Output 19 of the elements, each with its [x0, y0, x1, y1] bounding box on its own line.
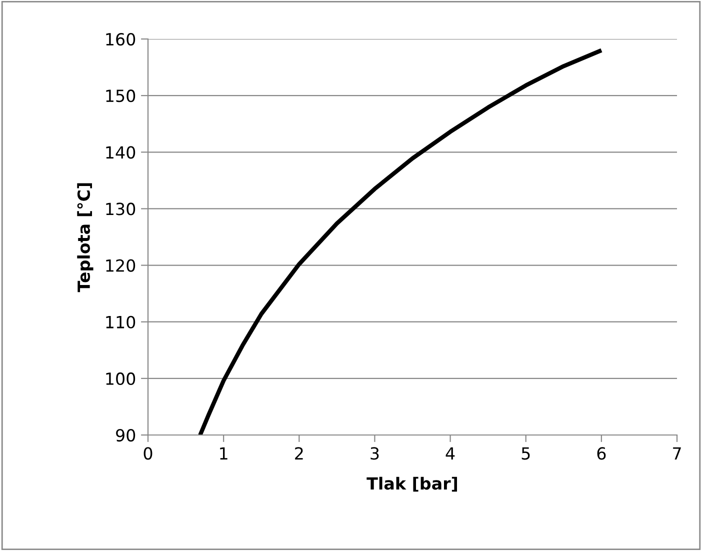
x-tick-label: 0	[144, 447, 152, 460]
y-tick-label: 140	[106, 146, 136, 159]
y-tick-label: 90	[116, 428, 136, 442]
y-tick-label: 160	[106, 32, 136, 46]
y-tick-label: 110	[106, 316, 136, 328]
x-tick-label: 3	[370, 447, 379, 460]
y-axis-title: Teplota [°C]	[77, 183, 94, 292]
x-tick-label: 7	[673, 447, 681, 460]
y-tick-label: 150	[106, 90, 136, 102]
x-tick-label: 6	[597, 447, 606, 460]
x-tick-label: 4	[446, 447, 455, 460]
x-tick-label: 5	[522, 447, 530, 460]
x-axis-title: Tlak [bar]	[366, 476, 457, 492]
y-tick-label: 100	[106, 372, 136, 385]
y-tick-label: 130	[106, 202, 136, 216]
y-tick-label: 120	[106, 259, 136, 272]
line-series	[198, 48, 604, 435]
x-tick-label: 2	[295, 447, 303, 460]
x-tick-label: 1	[220, 447, 228, 460]
